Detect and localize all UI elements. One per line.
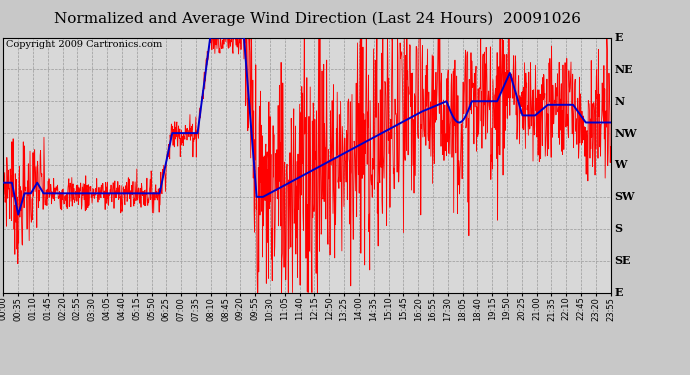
- Text: W: W: [614, 159, 627, 171]
- Text: E: E: [614, 32, 622, 43]
- Text: NE: NE: [614, 64, 633, 75]
- Text: E: E: [614, 287, 622, 298]
- Text: SW: SW: [614, 191, 635, 202]
- Text: NW: NW: [614, 128, 637, 139]
- Text: Normalized and Average Wind Direction (Last 24 Hours)  20091026: Normalized and Average Wind Direction (L…: [54, 11, 581, 26]
- Text: N: N: [614, 96, 624, 107]
- Text: Copyright 2009 Cartronics.com: Copyright 2009 Cartronics.com: [6, 40, 163, 49]
- Text: SE: SE: [614, 255, 631, 266]
- Text: S: S: [614, 223, 622, 234]
